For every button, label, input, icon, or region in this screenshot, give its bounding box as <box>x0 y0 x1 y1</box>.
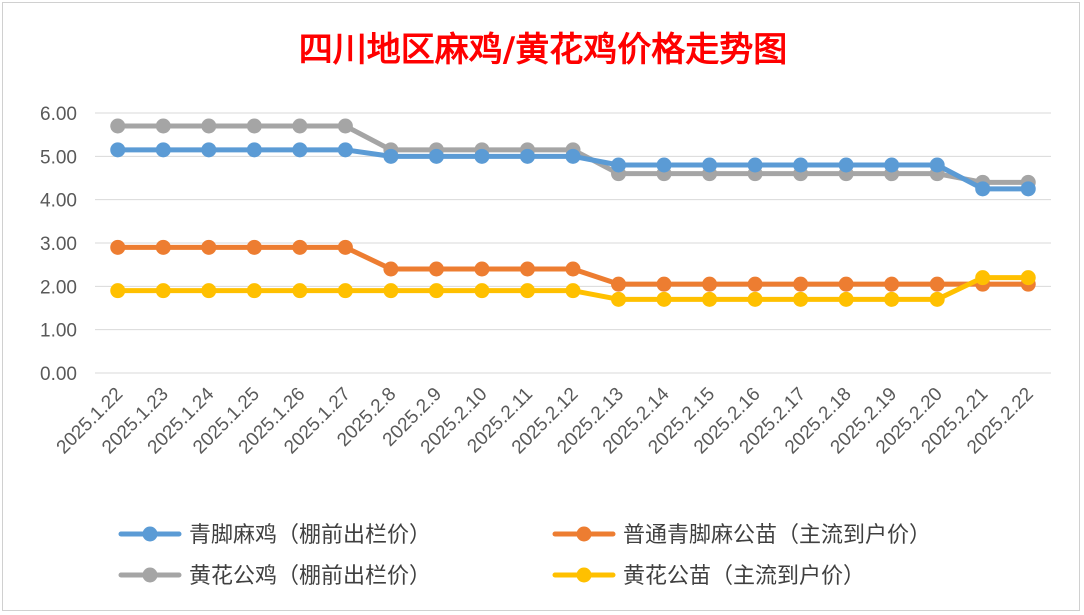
data-point <box>155 118 171 134</box>
data-point <box>793 157 809 173</box>
data-point <box>110 142 126 158</box>
data-point <box>383 148 399 164</box>
legend-swatch-marker <box>142 567 158 583</box>
data-point <box>1020 181 1036 197</box>
x-axis-tick-labels: 2025.1.222025.1.232025.1.242025.1.252025… <box>53 383 1038 458</box>
data-point <box>838 291 854 307</box>
data-point <box>838 157 854 173</box>
legend-label: 青脚麻鸡（棚前出栏价） <box>189 523 431 548</box>
data-point <box>474 283 490 299</box>
data-point <box>155 239 171 255</box>
data-point <box>428 261 444 277</box>
data-point <box>702 157 718 173</box>
data-point <box>337 118 353 134</box>
data-point <box>884 291 900 307</box>
data-point <box>838 276 854 292</box>
data-point <box>929 291 945 307</box>
data-point <box>611 157 627 173</box>
legend-item: 黄花公鸡（棚前出栏价） <box>118 564 431 589</box>
legend: 青脚麻鸡（棚前出栏价） 普通青脚麻公苗（主流到户价） 黄花公鸡（棚前出栏价） 黄花公苗… <box>118 523 931 589</box>
y-tick-label: 0.00 <box>40 364 77 385</box>
data-point <box>793 276 809 292</box>
data-point <box>656 157 672 173</box>
y-tick-label: 1.00 <box>40 321 77 342</box>
legend-label: 黄花公鸡（棚前出栏价） <box>189 564 431 589</box>
series-3 <box>110 270 1036 307</box>
legend-swatch-marker <box>576 567 592 583</box>
line-chart: 四川地区麻鸡/黄花鸡价格走势图 0.00 1.00 2.00 3.00 4.00 5.00… <box>40 30 1051 589</box>
data-point <box>246 118 262 134</box>
data-point <box>246 283 262 299</box>
legend-swatch-marker <box>576 526 592 542</box>
data-point <box>565 148 581 164</box>
data-point <box>110 118 126 134</box>
data-point <box>747 276 763 292</box>
data-point <box>565 283 581 299</box>
legend-item: 黄花公苗（主流到户价） <box>552 564 865 589</box>
data-point <box>428 148 444 164</box>
data-point <box>201 283 217 299</box>
data-point <box>519 283 535 299</box>
data-point <box>474 261 490 277</box>
data-point <box>246 142 262 158</box>
y-axis-tick-labels: 0.00 1.00 2.00 3.00 4.00 5.00 6.00 <box>40 104 77 385</box>
data-point <box>747 157 763 173</box>
data-point <box>110 239 126 255</box>
data-point <box>155 283 171 299</box>
data-point <box>519 148 535 164</box>
data-point <box>611 276 627 292</box>
data-point <box>201 142 217 158</box>
data-point <box>747 291 763 307</box>
data-point <box>929 157 945 173</box>
y-tick-label: 4.00 <box>40 191 77 212</box>
data-point <box>474 148 490 164</box>
legend-label: 黄花公苗（主流到户价） <box>623 564 865 589</box>
data-point <box>656 291 672 307</box>
data-point <box>292 283 308 299</box>
y-tick-label: 6.00 <box>40 104 77 125</box>
data-point <box>428 283 444 299</box>
data-point <box>246 239 262 255</box>
data-point <box>565 261 581 277</box>
data-point <box>201 239 217 255</box>
data-point <box>975 181 991 197</box>
data-point <box>656 276 672 292</box>
data-point <box>929 276 945 292</box>
data-point <box>884 157 900 173</box>
data-point <box>383 283 399 299</box>
data-point <box>519 261 535 277</box>
series-0 <box>110 142 1036 197</box>
data-point <box>702 291 718 307</box>
data-point <box>383 261 399 277</box>
data-point <box>292 239 308 255</box>
chart-title: 四川地区麻鸡/黄花鸡价格走势图 <box>299 30 787 70</box>
legend-item: 普通青脚麻公苗（主流到户价） <box>552 523 931 548</box>
legend-swatch-marker <box>142 526 158 542</box>
data-point <box>155 142 171 158</box>
data-point <box>337 283 353 299</box>
data-point <box>201 118 217 134</box>
data-point <box>975 270 991 286</box>
data-point <box>793 291 809 307</box>
data-point <box>337 239 353 255</box>
data-point <box>702 276 718 292</box>
data-point <box>292 118 308 134</box>
series-lines <box>110 118 1036 307</box>
data-point <box>1020 270 1036 286</box>
data-point <box>884 276 900 292</box>
data-point <box>611 291 627 307</box>
legend-label: 普通青脚麻公苗（主流到户价） <box>623 523 931 548</box>
legend-item: 青脚麻鸡（棚前出栏价） <box>118 523 431 548</box>
data-point <box>292 142 308 158</box>
data-point <box>110 283 126 299</box>
data-point <box>337 142 353 158</box>
y-tick-label: 2.00 <box>40 277 77 298</box>
y-tick-label: 5.00 <box>40 147 77 168</box>
y-tick-label: 3.00 <box>40 234 77 255</box>
